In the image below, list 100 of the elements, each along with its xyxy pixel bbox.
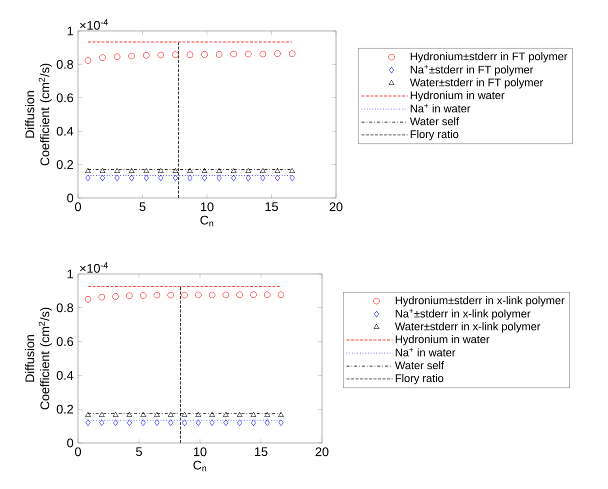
- legend-label: Na$^{+}$ in water: [410, 104, 470, 112]
- point: [210, 419, 215, 426]
- point: [98, 294, 106, 300]
- x-tick-label: 20: [316, 447, 328, 456]
- point: [209, 412, 215, 417]
- point: [128, 52, 135, 60]
- point: [290, 174, 295, 182]
- point: [187, 168, 193, 174]
- point: [172, 51, 179, 58]
- point: [187, 174, 192, 182]
- point: [236, 292, 243, 298]
- y-tick-label: 0.8: [56, 60, 74, 69]
- legend-label: Hydronium±stderr in FT polymer: [410, 52, 568, 62]
- x-tick-label: 20: [330, 202, 342, 212]
- legend-label: Flory ratio: [410, 130, 458, 140]
- point: [223, 419, 228, 426]
- x-tick-label: 10: [201, 202, 214, 212]
- point: [181, 292, 188, 298]
- x-axis-title: C$_{n}$: [200, 216, 214, 226]
- point: [182, 419, 188, 426]
- point: [168, 412, 174, 417]
- x-axis-title: C$_{n}$: [193, 460, 206, 472]
- y-tick-label: 0: [67, 194, 74, 202]
- point: [230, 168, 237, 174]
- y-tick-label: 0.2: [56, 160, 74, 170]
- y-tick-label: 0.4: [56, 370, 74, 380]
- legend-label: Flory ratio: [396, 374, 444, 384]
- point: [154, 292, 160, 298]
- point: [195, 412, 202, 417]
- point: [100, 168, 106, 174]
- point: [216, 174, 222, 182]
- point: [208, 292, 216, 298]
- point: [100, 174, 106, 182]
- point: [168, 419, 174, 426]
- point: [128, 168, 135, 174]
- point: [114, 53, 120, 60]
- point: [114, 168, 120, 174]
- point: [154, 419, 160, 426]
- point: [274, 174, 280, 182]
- point: [264, 292, 270, 298]
- point: [201, 51, 208, 58]
- point: [278, 419, 284, 426]
- legend-label: Water±stderr in FT polymer: [410, 78, 544, 89]
- point: [98, 412, 105, 417]
- point: [274, 50, 281, 57]
- point: [140, 419, 146, 426]
- point: [158, 52, 164, 58]
- point: [216, 168, 222, 174]
- point: [289, 168, 295, 174]
- legend-label: Hydronium in water: [396, 335, 490, 346]
- point: [143, 168, 150, 174]
- legend-label: Hydronium in water: [410, 91, 504, 102]
- point: [246, 174, 251, 182]
- point: [143, 52, 150, 59]
- point: [172, 168, 178, 174]
- x-tick-label: 15: [266, 202, 278, 212]
- point: [158, 174, 164, 182]
- point: [202, 168, 208, 174]
- legend-label: Na$^{+}$ in water: [396, 348, 456, 356]
- x-tick-label: 0: [75, 202, 81, 212]
- legend-label: Na$^{+}$±stderr in x-link polymer: [396, 308, 530, 320]
- point: [114, 174, 120, 182]
- point: [84, 57, 92, 64]
- point: [158, 168, 164, 174]
- x-tick-label: 10: [194, 447, 206, 456]
- y-tick-label: 0.2: [56, 404, 74, 414]
- point: [278, 412, 284, 417]
- point: [154, 412, 160, 417]
- legend-label: Water self: [410, 117, 459, 126]
- y-tick-label: 1: [68, 26, 74, 36]
- point: [264, 412, 270, 417]
- y-tick-label: 0.6: [56, 337, 74, 346]
- point: [167, 292, 174, 298]
- point: [260, 168, 266, 174]
- y-tick-label: 0.6: [56, 93, 74, 102]
- point: [274, 168, 280, 174]
- point: [144, 174, 149, 182]
- point: [195, 292, 202, 298]
- point: [85, 412, 91, 417]
- point: [140, 292, 146, 299]
- point: [236, 412, 243, 417]
- point: [186, 51, 194, 58]
- point: [237, 419, 242, 426]
- x-tick-label: 5: [136, 447, 142, 456]
- point: [112, 412, 118, 417]
- point: [260, 50, 266, 58]
- y-axis-title: Diffusion Coefficient (cm$^{2}$/s): [25, 308, 52, 410]
- legend-label: Water±stderr in x-link polymer: [394, 322, 540, 333]
- point: [99, 54, 106, 61]
- point: [288, 50, 296, 57]
- point: [126, 412, 132, 417]
- y-tick-label: 0: [67, 438, 74, 448]
- point: [278, 292, 284, 298]
- y-axis-title: Diffusion Coefficient (cm$^{2}$/s): [25, 64, 52, 166]
- point: [250, 412, 256, 417]
- legend-label: Hydronium±stderr in x-link polymer: [396, 296, 565, 306]
- point: [126, 419, 132, 426]
- y-tick-label: 1: [68, 270, 74, 278]
- text: ×10$^{-4}$: [80, 19, 108, 30]
- point: [245, 50, 252, 58]
